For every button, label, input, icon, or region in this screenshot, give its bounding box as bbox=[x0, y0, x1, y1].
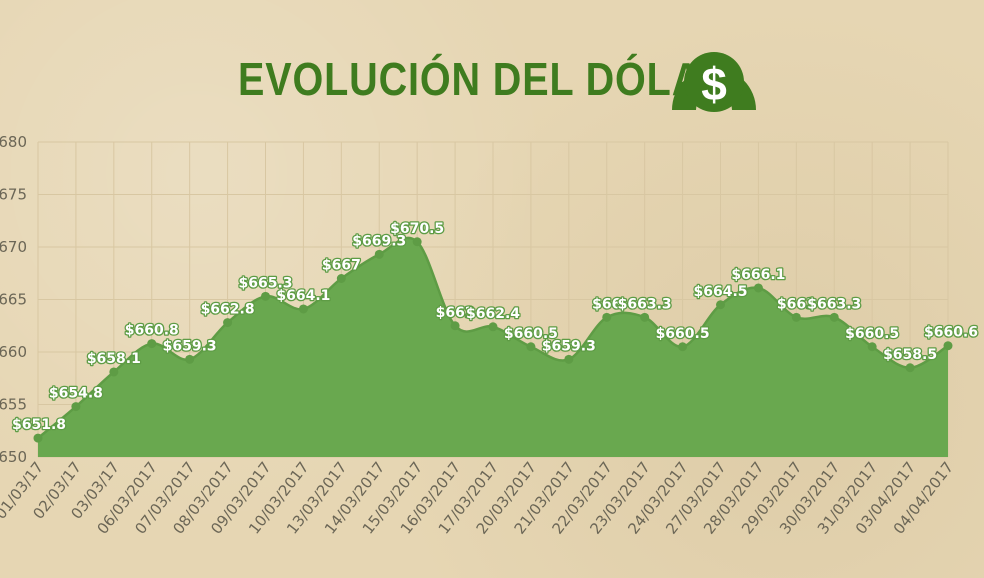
y-tick-label: 675 bbox=[0, 186, 27, 204]
data-label: $651.8 bbox=[12, 417, 66, 433]
data-point bbox=[943, 341, 953, 351]
svg-text:$: $ bbox=[701, 58, 727, 110]
y-tick-label: 655 bbox=[0, 396, 27, 414]
data-point bbox=[261, 291, 270, 301]
y-tick-label: 660 bbox=[0, 343, 27, 361]
data-point bbox=[374, 249, 384, 259]
data-label: $654.8 bbox=[49, 386, 103, 402]
data-point bbox=[678, 342, 688, 352]
data-point bbox=[488, 322, 498, 332]
series-area bbox=[38, 237, 948, 457]
data-point bbox=[905, 363, 915, 373]
data-label: $660.6 bbox=[924, 325, 978, 341]
data-label: $658.1 bbox=[87, 351, 141, 367]
page-title: EVOLUCIÓN DEL DÓLAR bbox=[238, 53, 731, 105]
data-point bbox=[223, 318, 233, 328]
data-label: $662.8 bbox=[201, 302, 255, 318]
y-tick-label: 670 bbox=[0, 238, 27, 256]
data-point bbox=[602, 312, 612, 322]
data-label: $664.5 bbox=[693, 284, 747, 300]
data-point bbox=[791, 312, 801, 322]
data-label: $663 bbox=[777, 296, 816, 312]
data-label: $666.1 bbox=[731, 267, 785, 283]
data-point bbox=[147, 339, 157, 349]
data-point bbox=[716, 300, 725, 310]
data-point bbox=[71, 402, 81, 412]
data-point bbox=[412, 237, 422, 247]
data-point bbox=[298, 304, 308, 314]
data-label: $669.3 bbox=[352, 233, 406, 249]
data-label: $665.3 bbox=[238, 275, 292, 291]
data-label: $662 bbox=[436, 305, 475, 321]
data-label: $667 bbox=[322, 258, 361, 274]
y-tick-label: 650 bbox=[0, 448, 27, 466]
data-point bbox=[33, 433, 43, 443]
data-label: $663.3 bbox=[618, 296, 672, 312]
data-label: $66 bbox=[592, 296, 621, 312]
data-point bbox=[829, 312, 839, 322]
data-label: $670.5 bbox=[390, 221, 444, 237]
data-label: $660.5 bbox=[845, 326, 899, 342]
dollar-icon: $ bbox=[672, 52, 756, 112]
data-label: $659.3 bbox=[542, 338, 596, 354]
data-label: $658.5 bbox=[883, 347, 937, 363]
data-point bbox=[336, 274, 346, 283]
data-label: $659.3 bbox=[163, 338, 217, 354]
data-label: $660.5 bbox=[656, 326, 710, 342]
y-tick-label: 680 bbox=[0, 133, 27, 151]
data-label: $662.4 bbox=[466, 306, 520, 322]
data-label: $660.8 bbox=[125, 323, 179, 339]
data-point bbox=[564, 354, 574, 364]
data-label: $664.1 bbox=[276, 288, 330, 304]
data-point bbox=[185, 354, 195, 364]
data-point bbox=[867, 342, 877, 352]
data-label: $663.3 bbox=[807, 296, 861, 312]
data-point bbox=[526, 342, 536, 352]
data-point bbox=[753, 283, 763, 293]
y-tick-label: 665 bbox=[0, 291, 27, 309]
data-point bbox=[640, 312, 650, 322]
data-point bbox=[109, 367, 119, 377]
data-label: $660.5 bbox=[504, 326, 558, 342]
data-point bbox=[450, 321, 460, 331]
